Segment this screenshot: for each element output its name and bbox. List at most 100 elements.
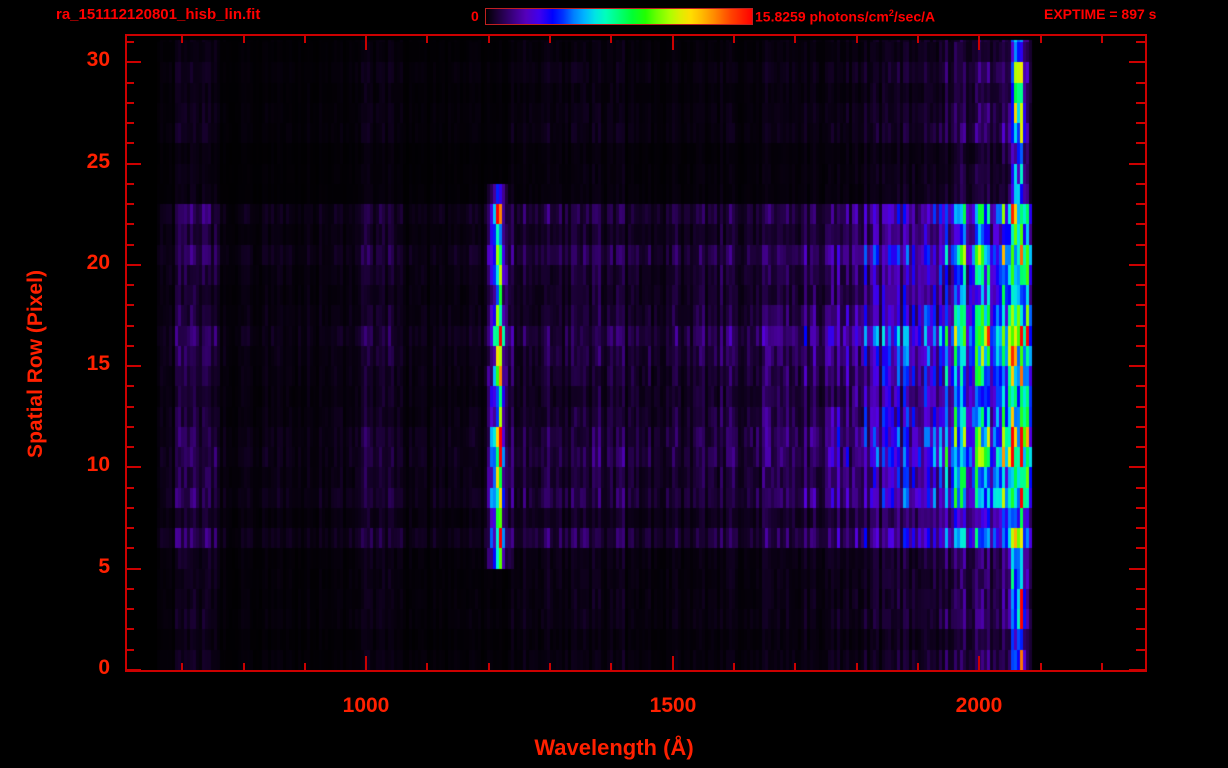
x-tick-minor-top xyxy=(304,34,306,43)
y-tick-minor-right xyxy=(1136,223,1145,225)
y-tick-minor-right xyxy=(1136,244,1145,246)
x-tick-minor xyxy=(426,663,428,672)
y-tick-minor-right xyxy=(1136,345,1145,347)
y-tick-label: 0 xyxy=(98,656,110,679)
x-tick-minor xyxy=(856,663,858,672)
y-tick-minor xyxy=(125,608,134,610)
y-tick-minor-right xyxy=(1136,446,1145,448)
y-tick-minor-right xyxy=(1136,183,1145,185)
y-tick-minor-right xyxy=(1136,487,1145,489)
x-tick-major xyxy=(672,656,674,672)
y-tick-minor-right xyxy=(1136,608,1145,610)
y-axis-title: Spatial Row (Pixel) xyxy=(24,270,47,458)
y-tick-minor-right xyxy=(1136,284,1145,286)
y-tick-minor-right xyxy=(1136,588,1145,590)
y-tick-major xyxy=(125,669,141,671)
colorbar-max-value: 15.8259 xyxy=(755,8,806,25)
y-tick-label: 15 xyxy=(86,352,110,375)
colorbar-gradient xyxy=(486,9,752,24)
y-tick-major xyxy=(125,61,141,63)
y-tick-major xyxy=(125,264,141,266)
x-tick-minor xyxy=(181,663,183,672)
y-tick-minor xyxy=(125,507,134,509)
x-tick-minor-top xyxy=(917,34,919,43)
x-tick-minor-top xyxy=(243,34,245,43)
colorbar-min-label: 0 xyxy=(471,8,479,24)
y-tick-minor xyxy=(125,82,134,84)
x-tick-major xyxy=(978,656,980,672)
y-tick-minor xyxy=(125,385,134,387)
y-tick-major xyxy=(125,568,141,570)
y-tick-minor xyxy=(125,547,134,549)
y-tick-label: 10 xyxy=(86,453,110,476)
x-tick-minor xyxy=(917,663,919,672)
x-tick-major-top xyxy=(365,34,367,50)
y-tick-minor xyxy=(125,284,134,286)
y-tick-minor-right xyxy=(1136,82,1145,84)
x-tick-minor xyxy=(488,663,490,672)
y-tick-major-right xyxy=(1129,466,1145,468)
x-tick-minor xyxy=(733,663,735,672)
x-tick-major-top xyxy=(672,34,674,50)
y-tick-minor xyxy=(125,223,134,225)
x-tick-minor-top xyxy=(426,34,428,43)
y-tick-minor-right xyxy=(1136,426,1145,428)
y-tick-minor-right xyxy=(1136,203,1145,205)
x-tick-major xyxy=(365,656,367,672)
colorbar-units-suffix: /sec/A xyxy=(893,8,936,25)
y-tick-minor xyxy=(125,628,134,630)
exptime-label: EXPTIME = 897 s xyxy=(1044,6,1157,22)
x-tick-minor-top xyxy=(794,34,796,43)
y-tick-minor xyxy=(125,406,134,408)
y-tick-minor xyxy=(125,649,134,651)
y-tick-major-right xyxy=(1129,61,1145,63)
y-tick-minor-right xyxy=(1136,527,1145,529)
y-tick-minor xyxy=(125,183,134,185)
y-tick-minor xyxy=(125,487,134,489)
y-tick-major xyxy=(125,466,141,468)
y-tick-label: 20 xyxy=(86,251,110,274)
y-tick-minor-right xyxy=(1136,304,1145,306)
y-tick-label: 25 xyxy=(86,150,110,173)
y-tick-major xyxy=(125,365,141,367)
y-tick-minor xyxy=(125,588,134,590)
y-tick-major xyxy=(125,163,141,165)
y-tick-minor-right xyxy=(1136,649,1145,651)
y-tick-minor xyxy=(125,102,134,104)
x-tick-minor-top xyxy=(610,34,612,43)
x-tick-minor-top xyxy=(856,34,858,43)
x-tick-minor xyxy=(610,663,612,672)
y-tick-major-right xyxy=(1129,568,1145,570)
x-tick-label: 1000 xyxy=(342,694,390,717)
y-tick-minor xyxy=(125,244,134,246)
x-tick-minor xyxy=(243,663,245,672)
x-tick-minor xyxy=(304,663,306,672)
y-tick-major-right xyxy=(1129,163,1145,165)
x-tick-minor-top xyxy=(181,34,183,43)
x-tick-major-top xyxy=(978,34,980,50)
x-tick-label: 2000 xyxy=(955,694,1003,717)
x-tick-minor xyxy=(1101,663,1103,672)
x-tick-minor-top xyxy=(733,34,735,43)
y-tick-minor xyxy=(125,426,134,428)
y-tick-major-right xyxy=(1129,264,1145,266)
y-tick-major-right xyxy=(1129,669,1145,671)
colorbar xyxy=(485,8,753,25)
y-tick-minor xyxy=(125,304,134,306)
y-tick-minor xyxy=(125,446,134,448)
y-tick-major-right xyxy=(1129,365,1145,367)
y-tick-minor-right xyxy=(1136,122,1145,124)
y-tick-minor-right xyxy=(1136,102,1145,104)
y-tick-minor-right xyxy=(1136,325,1145,327)
x-tick-minor xyxy=(549,663,551,672)
y-tick-minor-right xyxy=(1136,547,1145,549)
y-tick-label: 5 xyxy=(98,555,110,578)
y-tick-minor-right xyxy=(1136,385,1145,387)
plot-frame xyxy=(125,34,1147,672)
y-tick-minor xyxy=(125,122,134,124)
y-tick-minor-right xyxy=(1136,142,1145,144)
x-tick-minor-top xyxy=(488,34,490,43)
colorbar-max-label: 15.8259 photons/cm2/sec/A xyxy=(755,8,935,25)
x-axis-title: Wavelength (Å) xyxy=(534,735,694,760)
